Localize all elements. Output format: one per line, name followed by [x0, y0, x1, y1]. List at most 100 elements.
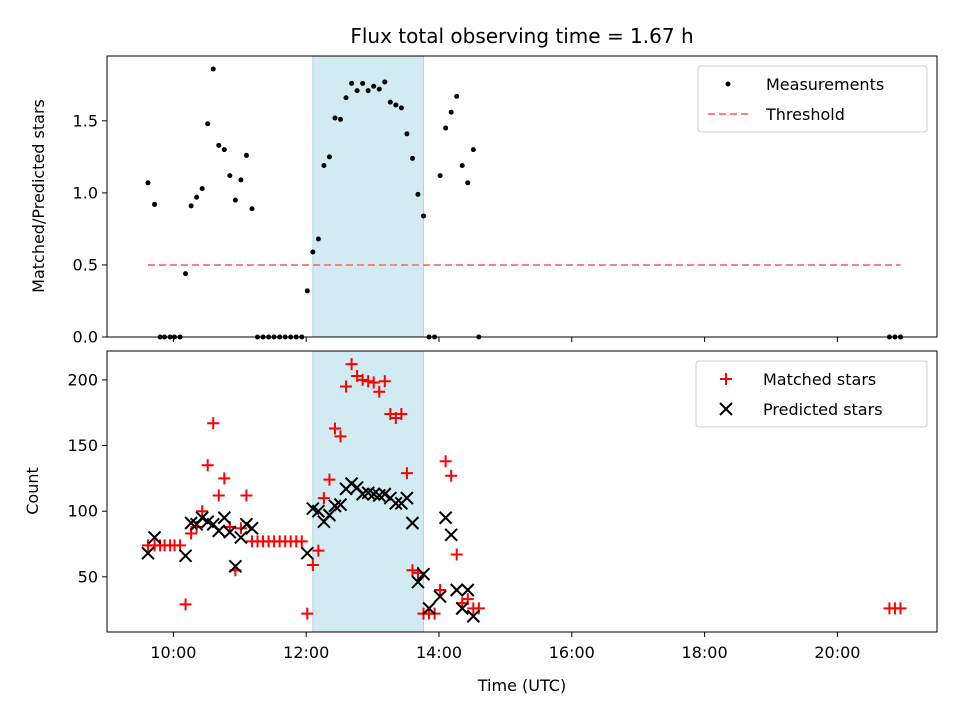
- predicted-stars-point: [217, 511, 232, 525]
- measurement-point: [332, 115, 338, 121]
- measurement-point: [232, 197, 238, 203]
- y-tick-label: 0.5: [73, 255, 98, 274]
- predicted-stars-point: [245, 521, 259, 535]
- matched-stars-point: [234, 522, 247, 535]
- matched-stars-point: [317, 492, 330, 505]
- measurement-point: [421, 213, 427, 219]
- x-tick-label: 12:00: [283, 643, 329, 662]
- matched-stars-point: [345, 358, 358, 371]
- measurement-point: [454, 93, 460, 99]
- predicted-stars-point: [389, 496, 403, 511]
- matched-stars-point: [406, 564, 419, 577]
- predicted-stars-point: [234, 530, 248, 545]
- predicted-stars-point: [212, 524, 226, 538]
- measurement-point: [152, 201, 158, 207]
- measurement-point: [437, 173, 443, 179]
- predicted-stars-point: [344, 476, 359, 491]
- measurement-point: [216, 142, 222, 148]
- y-tick-label: 150: [67, 436, 98, 455]
- matched-stars-point: [434, 583, 447, 596]
- measurement-point: [194, 194, 200, 200]
- ratio-axes-frame: [106, 55, 938, 338]
- counts-axes-frame: [106, 350, 938, 633]
- y-tick-label: 200: [67, 370, 98, 389]
- measurement-point: [315, 236, 321, 242]
- matched-stars-point: [240, 489, 253, 502]
- matched-stars-point: [367, 376, 380, 389]
- matched-stars-legend-marker: [720, 373, 732, 385]
- predicted-stars-point: [422, 601, 436, 616]
- measurements-legend-marker: [725, 81, 731, 87]
- predicted-stars-point: [239, 517, 254, 532]
- predicted-stars-point: [411, 575, 425, 589]
- matched-stars-point: [218, 472, 231, 485]
- counts-marks: [141, 358, 907, 623]
- x-tick-label: 18:00: [682, 643, 728, 662]
- measurements-legend-label: Measurements: [766, 75, 884, 94]
- measurement-point: [338, 116, 344, 122]
- observing-window-span-top: [312, 55, 425, 338]
- matched-stars-point: [201, 459, 214, 472]
- predicted-stars-point: [178, 549, 193, 563]
- x-tick-label: 16:00: [549, 643, 595, 662]
- measurement-point: [459, 163, 465, 169]
- measurement-point: [409, 155, 415, 161]
- predicted-stars-point: [333, 497, 348, 512]
- matched-stars-point: [306, 559, 319, 572]
- predicted-stars-point: [311, 504, 326, 518]
- measurement-point: [404, 131, 410, 137]
- measurement-point: [205, 121, 211, 127]
- ratio-panel: 0.0 0.5 1.0 1.5 Matched/Predicted stars Mea…: [29, 55, 938, 347]
- matched-stars-point: [472, 602, 485, 615]
- measurement-point: [304, 288, 310, 294]
- ratio-legend-box: [697, 65, 928, 133]
- ratio-y-axis-label: Matched/Predicted stars: [29, 99, 48, 293]
- y-tick-label: 50: [78, 567, 98, 586]
- predicted-stars-legend-marker: [719, 402, 733, 416]
- matched-stars-point: [295, 535, 308, 548]
- measurement-point: [443, 125, 449, 131]
- predicted-stars-point: [322, 508, 337, 522]
- measurement-point: [470, 147, 476, 153]
- predicted-stars-point: [416, 567, 431, 581]
- predicted-stars-point: [141, 546, 155, 560]
- counts-y-axis-label: Count: [23, 467, 42, 515]
- measurement-point: [188, 203, 194, 209]
- matched-stars-point: [362, 375, 375, 388]
- x-tick-label: 10:00: [150, 643, 196, 662]
- chart-title: Flux total observing time = 1.67 h: [350, 24, 693, 48]
- predicted-stars-point: [449, 583, 464, 597]
- matched-stars-point: [334, 430, 347, 443]
- x-tick-label: 14:00: [416, 643, 462, 662]
- measurement-point: [238, 177, 244, 183]
- predicted-stars-point: [223, 525, 237, 539]
- measurement-point: [360, 80, 366, 86]
- matched-stars-point: [395, 408, 408, 421]
- measurement-point: [382, 79, 388, 85]
- matched-stars-point: [312, 544, 325, 557]
- ratio-y-ticks: 0.0 0.5 1.0 1.5: [73, 111, 107, 347]
- measurement-point: [448, 109, 454, 115]
- measurement-point: [393, 102, 399, 108]
- counts-x-ticks: 10:00 12:00 14:00 16:00 18:00 20:00: [150, 632, 860, 662]
- predicted-stars-point: [438, 511, 453, 525]
- threshold-legend-label: Threshold: [765, 105, 845, 124]
- matched-stars-point: [894, 602, 907, 615]
- matched-stars-point: [328, 422, 341, 435]
- predicted-stars-point: [433, 589, 447, 604]
- measurement-point: [465, 180, 471, 186]
- measurement-point: [221, 147, 227, 153]
- measurement-point: [371, 83, 377, 89]
- ratio-x-ticks: [172, 337, 838, 342]
- y-tick-label: 1.5: [73, 111, 98, 130]
- matched-stars-point: [301, 607, 314, 620]
- matched-stars-point: [207, 417, 220, 430]
- predicted-stars-point: [466, 609, 481, 623]
- measurement-point: [243, 152, 249, 158]
- measurement-point: [415, 191, 421, 197]
- matched-stars-point: [174, 539, 187, 552]
- matched-stars-point: [439, 455, 452, 468]
- matched-stars-point: [400, 467, 413, 480]
- measurement-point: [145, 180, 151, 186]
